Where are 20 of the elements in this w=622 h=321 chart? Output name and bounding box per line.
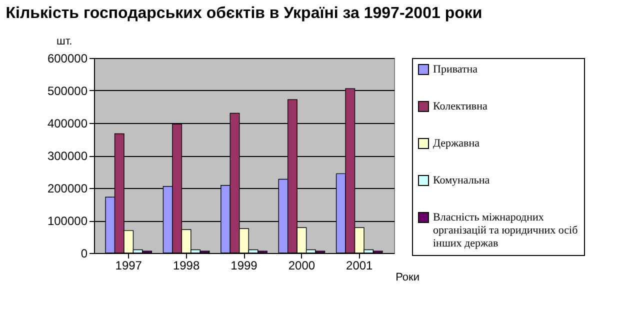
legend-label: Комунальна <box>433 174 490 186</box>
y-tick-label: 0 <box>80 246 88 260</box>
y-axis-title: шт. <box>56 36 72 48</box>
x-tick-label: 1998 <box>172 258 200 272</box>
y-tick-label: 500000 <box>47 84 88 98</box>
x-tick-label: 1997 <box>115 258 142 272</box>
legend-label: Державна <box>433 138 480 150</box>
x-axis-title: Роки <box>396 272 420 284</box>
y-tick-label: 100000 <box>47 214 88 228</box>
y-tick-label: 600000 <box>47 52 88 66</box>
y-tick-label: 300000 <box>47 149 88 163</box>
y-tick-label: 200000 <box>47 182 88 196</box>
y-tick-label: 400000 <box>47 116 88 130</box>
legend-label: Приватна <box>433 64 478 76</box>
x-tick-label: 2001 <box>346 258 374 272</box>
chart-title: Кількість господарських обєктів в Україні за 1997-2001 роки <box>6 5 482 22</box>
legend-label: Колективна <box>433 100 488 112</box>
x-tick-label: 2000 <box>288 258 316 272</box>
legend-label: Власність міжнародних організацій та юридичних осіб інших держав <box>433 212 578 250</box>
x-tick-label: 1999 <box>230 258 258 272</box>
